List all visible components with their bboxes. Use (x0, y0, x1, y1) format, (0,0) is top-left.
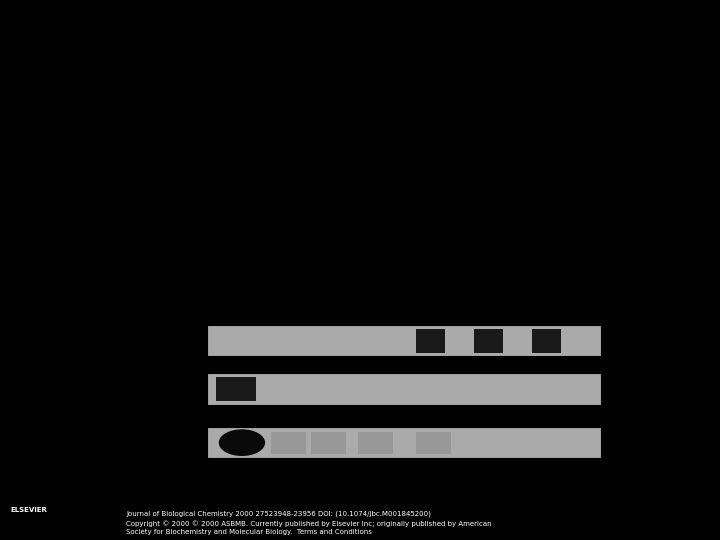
Bar (416, 329, 445, 353)
Text: F71: F71 (317, 247, 336, 257)
Bar (416, 432, 451, 454)
Text: G65: G65 (339, 96, 361, 106)
Bar (207, 325, 601, 356)
Bar (207, 427, 601, 458)
Text: Copyright © 2000 © 2000 ASBMB. Currently published by Elsevier Inc; originally p: Copyright © 2000 © 2000 ASBMB. Currently… (126, 520, 492, 526)
Bar (312, 432, 346, 454)
Text: G68: G68 (287, 164, 307, 174)
Text: Dynamitin: Dynamitin (613, 335, 670, 346)
Text: -Ca & NaCl: -Ca & NaCl (312, 239, 322, 288)
Text: A: A (143, 31, 157, 49)
Bar (531, 329, 561, 353)
Text: CamD: CamD (613, 384, 647, 394)
Text: I75: I75 (292, 193, 307, 203)
Text: Journal of Biological Chemistry 2000 27523948-23956 DOI: (10.1074/jbc.M001845200: Journal of Biological Chemistry 2000 275… (126, 510, 431, 517)
Text: B: B (143, 279, 157, 296)
Bar (358, 432, 392, 454)
Text: +: + (455, 232, 462, 240)
Text: -NaCl: -NaCl (388, 264, 397, 288)
Text: C16: C16 (613, 437, 634, 448)
Ellipse shape (219, 429, 265, 456)
Text: D70: D70 (460, 225, 482, 235)
Text: S72: S72 (316, 110, 336, 120)
Text: K60: K60 (341, 261, 361, 271)
Text: T66: T66 (470, 164, 490, 174)
Text: G76: G76 (378, 91, 400, 101)
Text: +: + (430, 246, 437, 255)
Text: ELSEVIER: ELSEVIER (11, 507, 48, 514)
Text: Society for Biochemistry and Molecular Biology.  Terms and Conditions: Society for Biochemistry and Molecular B… (126, 529, 372, 535)
Text: K77: K77 (470, 193, 490, 203)
Text: Φ: Φ (316, 210, 323, 219)
Text: -EGTA: -EGTA (469, 262, 478, 288)
Bar (207, 374, 601, 405)
Text: Φ: Φ (306, 183, 312, 192)
Text: +: + (359, 246, 366, 255)
Text: 58-KFKDKRVGTKGLDFSDRIGKTKR-80: 58-KFKDKRVGTKGLDFSDRIGKTKR-80 (202, 31, 477, 44)
Bar (474, 329, 503, 353)
Text: R74: R74 (417, 261, 437, 271)
Text: D61: D61 (296, 132, 318, 143)
Text: Φ: Φ (334, 232, 341, 240)
Bar (216, 377, 256, 401)
Text: +: + (402, 251, 409, 260)
Text: -Ca++: -Ca++ (249, 258, 258, 288)
Text: K62: K62 (442, 110, 462, 120)
Text: K67: K67 (379, 266, 399, 276)
Text: D73: D73 (460, 132, 482, 143)
Text: Figure 3: Figure 3 (386, 14, 442, 28)
Text: L69: L69 (417, 96, 436, 106)
Text: V64: V64 (297, 225, 318, 235)
Bar (271, 432, 306, 454)
Text: R63: R63 (442, 247, 462, 257)
